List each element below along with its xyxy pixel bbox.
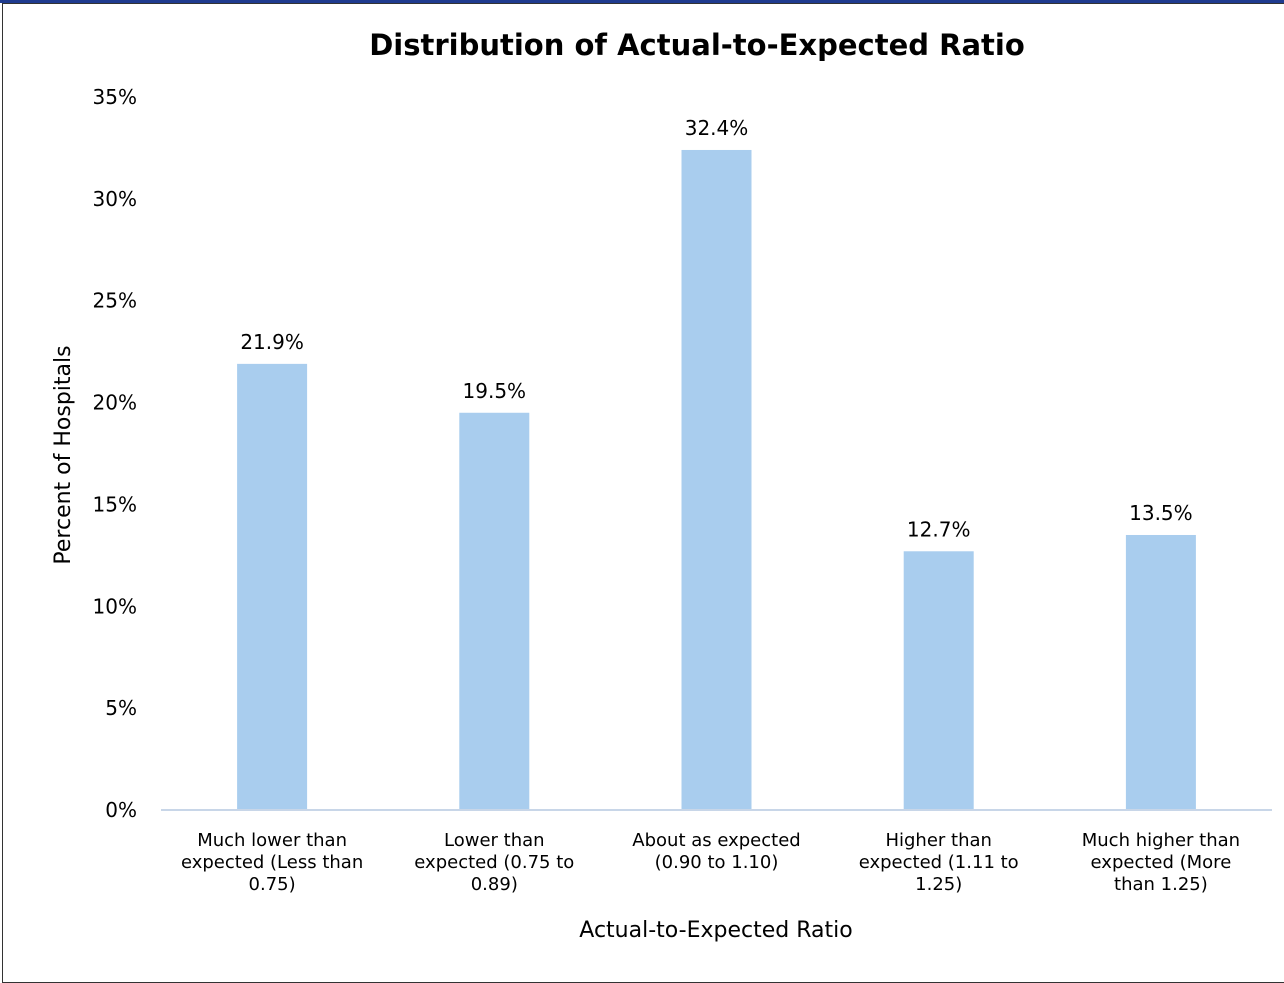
- x-category-label-line: expected (Less than: [181, 852, 363, 873]
- x-axis-category-labels: Much lower than expected (Less than 0.75) L…: [181, 830, 1240, 895]
- bar-data-label: 12.7%: [907, 517, 971, 541]
- x-category-label-line: expected (1.11 to: [859, 852, 1019, 873]
- y-tick-label: 35%: [93, 85, 137, 109]
- bar-data-label: 32.4%: [685, 116, 749, 140]
- y-tick-label: 20%: [93, 391, 137, 415]
- bar: [1125, 534, 1196, 810]
- x-category-label: Lower than expected (0.75 to 0.89): [414, 830, 574, 895]
- y-tick-label: 0%: [105, 798, 137, 822]
- x-category-label-line: than 1.25): [1114, 874, 1208, 895]
- bars: [237, 149, 1196, 811]
- bar-data-label: 13.5%: [1129, 501, 1193, 525]
- x-category-label-line: 0.89): [471, 874, 518, 895]
- bar: [681, 149, 752, 811]
- x-category-label: Much higher than expected (More than 1.25): [1082, 830, 1240, 895]
- top-border-strip: [0, 0, 1284, 3]
- bar: [237, 363, 308, 810]
- y-axis-title: Percent of Hospitals: [51, 345, 76, 564]
- x-category-label-line: Higher than: [885, 830, 991, 851]
- data-labels: 21.9% 19.5% 32.4% 12.7% 13.5%: [240, 116, 1192, 541]
- x-axis-title: Actual-to-Expected Ratio: [579, 918, 852, 943]
- x-category-label-line: About as expected: [632, 830, 800, 851]
- x-category-label: About as expected (0.90 to 1.10): [632, 830, 800, 873]
- x-category-label-line: Lower than: [444, 830, 545, 851]
- y-tick-label: 25%: [93, 289, 137, 313]
- x-category-label: Much lower than expected (Less than 0.75): [181, 830, 363, 895]
- x-category-label-line: (0.90 to 1.10): [655, 852, 779, 873]
- bar-data-label: 21.9%: [240, 330, 304, 354]
- x-category-label: Higher than expected (1.11 to 1.25): [859, 830, 1019, 895]
- bar: [459, 412, 530, 810]
- x-category-label-line: Much higher than: [1082, 830, 1240, 851]
- y-tick-label: 10%: [93, 594, 137, 618]
- x-category-label-line: Much lower than: [197, 830, 347, 851]
- x-category-label-line: expected (More: [1091, 852, 1232, 873]
- x-category-label-line: 1.25): [915, 874, 962, 895]
- x-category-label-line: expected (0.75 to: [414, 852, 574, 873]
- bar-data-label: 19.5%: [463, 379, 527, 403]
- y-tick-label: 15%: [93, 492, 137, 516]
- x-category-label-line: 0.75): [249, 874, 296, 895]
- y-tick-label: 30%: [93, 187, 137, 211]
- y-tick-label: 5%: [105, 696, 137, 720]
- chart-title: Distribution of Actual-to-Expected Ratio: [369, 28, 1025, 62]
- y-axis-ticks: 0% 5% 10% 15% 20% 25% 30% 35%: [93, 85, 137, 822]
- bar: [903, 551, 974, 810]
- chart-frame: [2, 3, 1284, 983]
